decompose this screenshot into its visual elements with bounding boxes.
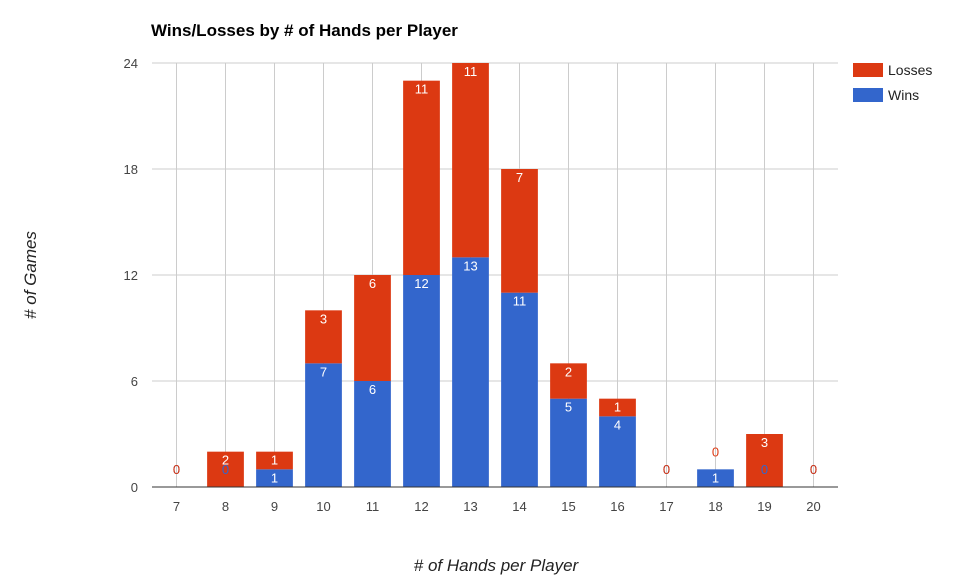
data-label-wins: 0 xyxy=(222,462,229,477)
y-tick-label: 24 xyxy=(124,56,138,71)
x-tick-label: 14 xyxy=(512,499,526,514)
data-label-losses: 1 xyxy=(271,453,278,468)
x-tick-label: 17 xyxy=(659,499,673,514)
x-tick-label: 9 xyxy=(271,499,278,514)
data-label-losses: 2 xyxy=(565,364,572,379)
bar-wins-11 xyxy=(354,381,391,487)
x-axis-ticks: 7 8 9 10 11 12 13 14 15 16 17 18 19 20 xyxy=(173,499,821,514)
bar-losses-10 xyxy=(305,310,342,364)
x-tick-label: 11 xyxy=(366,499,380,514)
bar-wins-16 xyxy=(599,416,636,487)
legend-label-wins: Wins xyxy=(888,87,919,103)
data-label-losses: 1 xyxy=(614,400,621,415)
data-label-losses: 3 xyxy=(320,311,327,326)
y-tick-label: 6 xyxy=(131,374,138,389)
bar-losses-19 xyxy=(746,434,783,487)
y-tick-label: 18 xyxy=(124,162,138,177)
data-label-losses: 7 xyxy=(516,170,523,185)
x-tick-label: 10 xyxy=(316,499,330,514)
data-label-losses: 11 xyxy=(464,64,478,79)
x-tick-label: 19 xyxy=(757,499,771,514)
legend-swatch-wins xyxy=(853,88,883,102)
bar-losses-16 xyxy=(599,398,636,417)
data-label-wins: 0 xyxy=(761,462,768,477)
data-label-losses: 2 xyxy=(222,453,229,468)
data-label-wins: 0 xyxy=(810,462,817,477)
x-tick-label: 15 xyxy=(561,499,575,514)
data-label-wins: 7 xyxy=(320,364,327,379)
data-label-losses: 0 xyxy=(173,462,180,477)
bar-wins-18 xyxy=(697,469,734,487)
x-tick-label: 16 xyxy=(610,499,624,514)
data-label-wins: 12 xyxy=(414,276,428,291)
x-tick-label: 13 xyxy=(463,499,477,514)
legend-label-losses: Losses xyxy=(888,62,932,78)
data-label-losses: 0 xyxy=(712,444,719,459)
bar-losses-8 xyxy=(207,451,244,487)
bars xyxy=(207,63,783,487)
x-tick-label: 18 xyxy=(708,499,722,514)
x-tick-label: 7 xyxy=(173,499,180,514)
bar-wins-10 xyxy=(305,363,342,487)
y-tick-label: 12 xyxy=(124,268,138,283)
bar-wins-9 xyxy=(256,469,293,487)
x-axis-label: # of Hands per Player xyxy=(414,556,580,575)
data-label-wins: 0 xyxy=(173,462,180,477)
data-label-losses: 6 xyxy=(369,276,376,291)
legend: Losses Wins xyxy=(853,62,932,103)
bar-wins-12 xyxy=(403,275,440,487)
data-label-wins: 6 xyxy=(369,382,376,397)
bar-wins-13 xyxy=(452,257,489,487)
x-tick-label: 20 xyxy=(806,499,820,514)
bar-losses-12 xyxy=(403,80,440,276)
data-label-losses: 3 xyxy=(761,435,768,450)
x-tick-label: 12 xyxy=(414,499,428,514)
data-label-wins: 4 xyxy=(614,417,621,432)
bar-losses-11 xyxy=(354,275,391,381)
x-tick-label: 8 xyxy=(222,499,229,514)
data-label-wins: 1 xyxy=(712,470,719,485)
data-label-wins: 5 xyxy=(565,400,572,415)
data-label-wins: 1 xyxy=(271,470,278,485)
data-label-losses: 11 xyxy=(415,82,429,97)
bar-losses-13 xyxy=(452,63,489,258)
y-tick-label: 0 xyxy=(131,480,138,495)
gridlines xyxy=(152,62,838,488)
chart-title: Wins/Losses by # of Hands per Player xyxy=(151,21,458,40)
legend-swatch-losses xyxy=(853,63,883,77)
data-label-wins: 11 xyxy=(513,294,527,309)
data-label-losses: 0 xyxy=(810,462,817,477)
bar-wins-15 xyxy=(550,398,587,487)
bar-losses-9 xyxy=(256,451,293,470)
y-axis-ticks: 0 6 12 18 24 xyxy=(124,56,138,495)
bar-wins-14 xyxy=(501,292,538,487)
data-label-wins: 0 xyxy=(663,462,670,477)
data-label-losses: 0 xyxy=(663,462,670,477)
bar-losses-15 xyxy=(550,363,587,399)
bar-losses-14 xyxy=(501,169,538,293)
y-axis-label: # of Games xyxy=(21,231,40,319)
data-label-wins: 13 xyxy=(463,258,477,273)
